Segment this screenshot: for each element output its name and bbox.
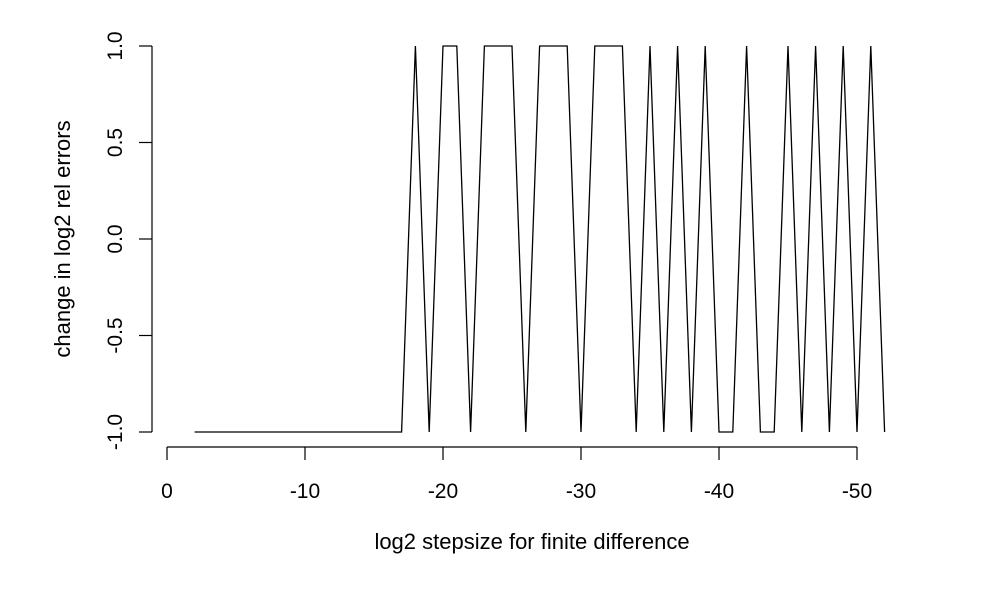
y-tick-label: 1.0 (104, 31, 127, 60)
y-tick-label: 0.5 (104, 128, 127, 157)
x-axis-title: log2 stepsize for finite difference (374, 529, 689, 554)
x-axis: 0 -10 -20 -30 -40 -50 (161, 446, 872, 503)
x-tick-label: 0 (161, 480, 173, 503)
x-tick-label: -30 (566, 480, 596, 503)
y-axis: -1.0 -0.5 0.0 0.5 1.0 (104, 31, 153, 450)
x-tick-label: -20 (428, 480, 458, 503)
series-line (194, 45, 886, 433)
x-tick-label: -10 (290, 480, 320, 503)
y-axis-title: change in log2 rel errors (50, 120, 75, 357)
series-layer (194, 45, 886, 433)
x-tick-label: -40 (704, 480, 734, 503)
y-tick-label: 0.0 (104, 224, 127, 253)
y-tick-label: -1.0 (104, 414, 127, 450)
y-tick-label: -0.5 (104, 317, 127, 353)
x-tick-label: -50 (842, 480, 872, 503)
